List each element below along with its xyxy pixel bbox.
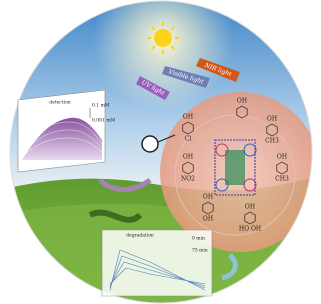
group-label: OH — [277, 154, 287, 161]
group-label: Cl — [185, 136, 192, 143]
illustration: NIR light Visible light UV light detecti… — [0, 0, 321, 304]
group-label: OH — [183, 114, 193, 121]
lens — [142, 136, 158, 152]
group-label: OH — [237, 98, 247, 105]
degradation-panel: degradation 0 min 75 min — [102, 230, 212, 296]
group-label: OH — [183, 154, 193, 161]
group-label: OH — [267, 116, 277, 123]
group-label: OH — [245, 204, 255, 211]
panel-title: degradation — [126, 233, 154, 239]
detection-panel: detection 0.1 mM 0.001 mM — [18, 90, 116, 172]
group-label: CH3 — [275, 176, 289, 183]
label: 75 min — [192, 248, 208, 254]
panel-title: detection — [49, 100, 70, 106]
label: 0 min — [192, 236, 205, 242]
group-label: HO OH — [239, 226, 261, 233]
page: NIR light Visible light UV light detecti… — [0, 0, 321, 304]
group-label: OH — [203, 194, 213, 201]
label: 0.1 mM — [92, 103, 110, 109]
group-label: NO2 — [181, 176, 195, 183]
group-label: CH3 — [265, 138, 279, 145]
label: 0.001 mM — [92, 118, 116, 124]
group-label: OH — [203, 216, 213, 223]
